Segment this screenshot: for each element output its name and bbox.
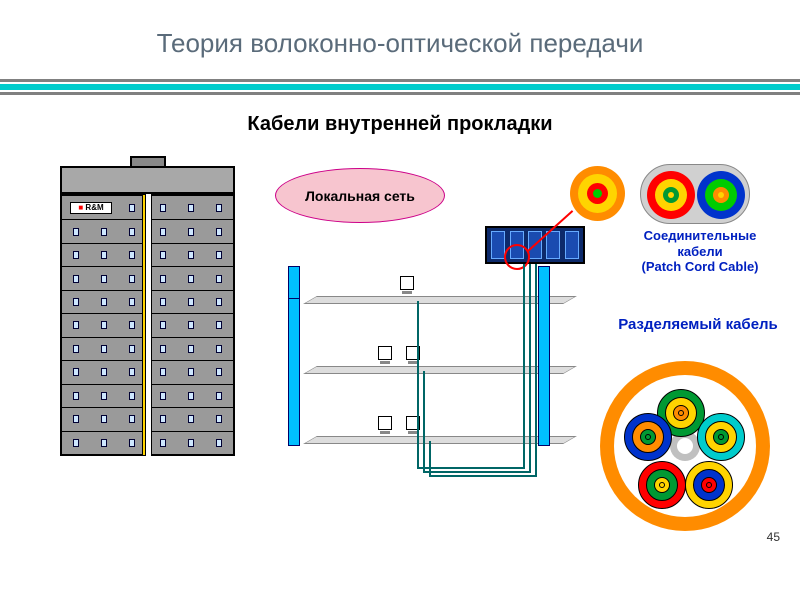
diagram-stage: R&M Локальная сеть	[0, 136, 800, 556]
pc-icon	[406, 346, 420, 360]
floor-slab	[303, 436, 577, 444]
pc-icon	[378, 346, 392, 360]
patch-cord-duplex	[640, 164, 750, 224]
pillar	[288, 266, 300, 299]
floor-slab	[303, 296, 577, 304]
lan-bubble: Локальная сеть	[275, 168, 445, 223]
pc-icon	[406, 416, 420, 430]
breakout-label: Разделяемый кабель	[618, 316, 778, 334]
page-title: Теория волоконно-оптической передачи	[0, 0, 800, 59]
breakout-cable	[600, 361, 770, 531]
subtitle: Кабели внутренней прокладки	[0, 113, 800, 136]
page-number: 45	[767, 530, 780, 544]
divider	[0, 79, 800, 95]
patch-cord-label: Соединительные кабели(Patch Cord Cable)	[620, 228, 780, 275]
pillar	[538, 266, 550, 446]
floor-slab	[303, 366, 577, 374]
patch-cord-single	[570, 166, 625, 221]
rack-highlight-circle	[504, 244, 530, 270]
building: R&M	[60, 166, 235, 456]
building-sign: R&M	[70, 202, 112, 214]
pc-icon	[378, 416, 392, 430]
pc-icon	[400, 276, 414, 290]
